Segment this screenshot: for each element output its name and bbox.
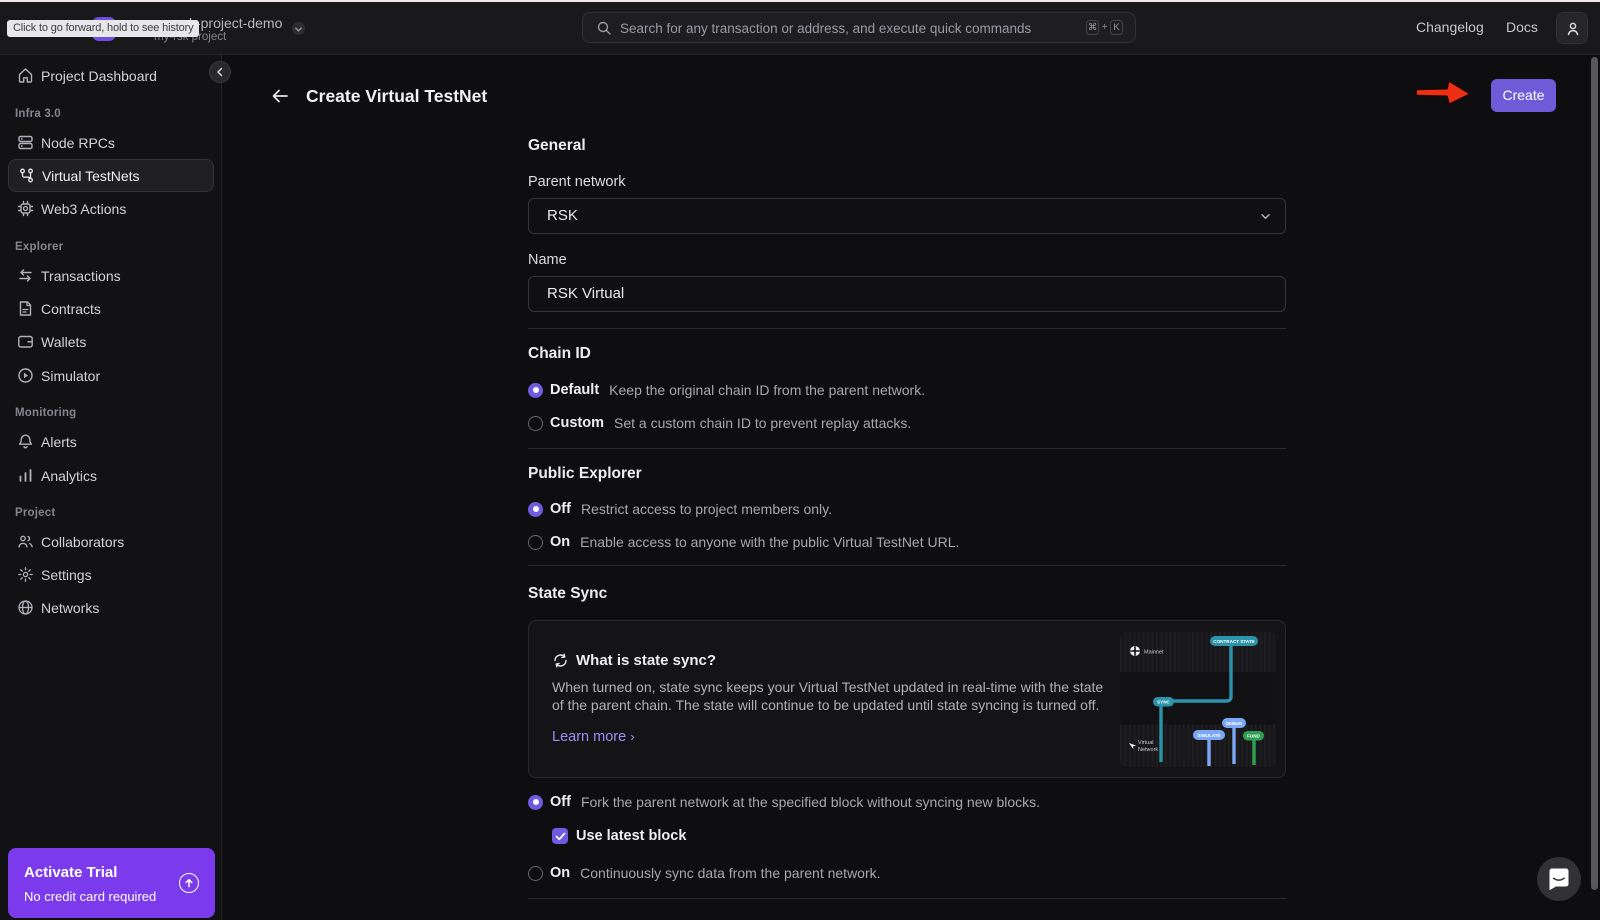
svg-text:Network: Network — [1138, 747, 1158, 753]
svg-text:SYNC: SYNC — [1157, 700, 1170, 705]
svg-text:FUND: FUND — [1247, 734, 1260, 739]
svg-text:SIMULATE: SIMULATE — [1197, 733, 1220, 738]
svg-text:CONTRACT STATE: CONTRACT STATE — [1213, 639, 1254, 644]
svg-text:DEBUG: DEBUG — [1226, 721, 1243, 726]
svg-text:Virtual: Virtual — [1138, 740, 1154, 746]
svg-text:Mainnet: Mainnet — [1144, 650, 1164, 656]
